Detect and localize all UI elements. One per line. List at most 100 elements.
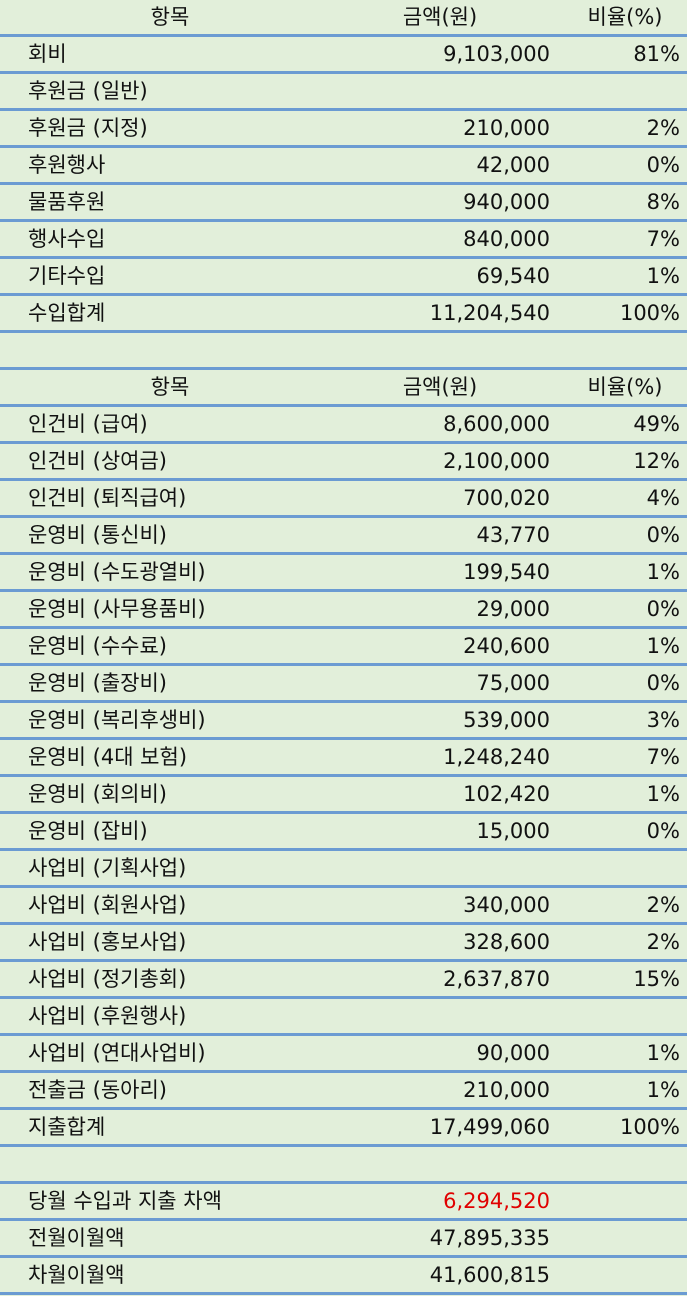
ratio: 1% xyxy=(646,560,680,584)
amount: 41,600,815 xyxy=(429,1263,550,1287)
label: 항목 xyxy=(150,5,190,29)
label: 사업비 (회원사업) xyxy=(28,893,187,917)
amount: 210,000 xyxy=(463,1078,550,1102)
amount: 2,637,870 xyxy=(443,967,550,991)
label: 사업비 (홍보사업) xyxy=(28,930,187,954)
ratio: 7% xyxy=(646,745,680,769)
ratio: 81% xyxy=(633,42,680,66)
amount: 102,420 xyxy=(463,782,550,806)
table-row: 물품후원 940,000 8% xyxy=(0,185,687,222)
label: 당월 수입과 지출 차액 xyxy=(28,1189,222,1213)
table-row: 운영비 (복리후생비) 539,000 3% xyxy=(0,703,687,740)
ratio: 3% xyxy=(646,708,680,732)
table-row: 운영비 (수도광열비) 199,540 1% xyxy=(0,555,687,592)
spacer-row xyxy=(0,1147,687,1184)
table-row: 운영비 (잡비) 15,000 0% xyxy=(0,814,687,851)
label: 인건비 (급여) xyxy=(28,412,148,436)
table-row: 운영비 (사무용품비) 29,000 0% xyxy=(0,592,687,629)
amount: 6,294,520 xyxy=(443,1189,550,1213)
label: 전출금 (동아리) xyxy=(28,1078,167,1102)
ratio: 2% xyxy=(646,930,680,954)
table-row: 후원금 (일반) xyxy=(0,74,687,111)
ratio: 1% xyxy=(646,634,680,658)
summary-section: 당월 수입과 지출 차액 6,294,520 전월이월액 47,895,335 차월이월… xyxy=(0,1184,687,1295)
ratio: 100% xyxy=(619,301,680,325)
table-row: 지출합계 17,499,060 100% xyxy=(0,1110,687,1147)
table-row: 사업비 (정기총회) 2,637,870 15% xyxy=(0,962,687,999)
table-row: 전월이월액 47,895,335 xyxy=(0,1221,687,1258)
table-row: 전출금 (동아리) 210,000 1% xyxy=(0,1073,687,1110)
amount: 840,000 xyxy=(463,227,550,251)
label: 후원금 (지정) xyxy=(28,116,148,140)
label: 인건비 (퇴직급여) xyxy=(28,486,187,510)
label: 사업비 (후원행사) xyxy=(28,1004,187,1028)
table-row: 인건비 (급여) 8,600,000 49% xyxy=(0,407,687,444)
table-row: 인건비 (퇴직급여) 700,020 4% xyxy=(0,481,687,518)
amount: 940,000 xyxy=(463,190,550,214)
table-row: 사업비 (후원행사) xyxy=(0,999,687,1036)
amount: 43,770 xyxy=(476,523,550,547)
ratio: 1% xyxy=(646,264,680,288)
table-row: 사업비 (기획사업) xyxy=(0,851,687,888)
ratio: 100% xyxy=(619,1115,680,1139)
ratio: 2% xyxy=(646,893,680,917)
amount: 1,248,240 xyxy=(443,745,550,769)
ratio: 비율(%) xyxy=(587,375,663,399)
ratio: 7% xyxy=(646,227,680,251)
ratio: 1% xyxy=(646,1041,680,1065)
label: 운영비 (수수료) xyxy=(28,634,167,658)
table-row: 운영비 (회의비) 102,420 1% xyxy=(0,777,687,814)
income-section: 항목 금액(원) 비율(%) 회비 9,103,000 81% 후원금 (일반) 후원금 (지… xyxy=(0,0,687,333)
label: 기타수입 xyxy=(28,264,106,288)
label: 인건비 (상여금) xyxy=(28,449,167,473)
header-row: 항목 금액(원) 비율(%) xyxy=(0,370,687,407)
table-row: 인건비 (상여금) 2,100,000 12% xyxy=(0,444,687,481)
ratio: 0% xyxy=(646,523,680,547)
ratio: 49% xyxy=(633,412,680,436)
table-row: 회비 9,103,000 81% xyxy=(0,37,687,74)
table-row: 운영비 (통신비) 43,770 0% xyxy=(0,518,687,555)
amount: 69,540 xyxy=(476,264,550,288)
amount: 9,103,000 xyxy=(443,42,550,66)
table-row: 행사수입 840,000 7% xyxy=(0,222,687,259)
label: 운영비 (사무용품비) xyxy=(28,597,206,621)
ratio: 15% xyxy=(633,967,680,991)
amount: 199,540 xyxy=(463,560,550,584)
spacer-row xyxy=(0,333,687,370)
label: 운영비 (4대 보험) xyxy=(28,745,188,769)
amount: 금액(원) xyxy=(402,375,478,399)
table-row: 사업비 (연대사업비) 90,000 1% xyxy=(0,1036,687,1073)
amount: 210,000 xyxy=(463,116,550,140)
ratio: 0% xyxy=(646,597,680,621)
amount: 42,000 xyxy=(476,153,550,177)
amount: 328,600 xyxy=(463,930,550,954)
amount: 2,100,000 xyxy=(443,449,550,473)
ratio: 2% xyxy=(646,116,680,140)
amount: 17,499,060 xyxy=(429,1115,550,1139)
table-row: 후원금 (지정) 210,000 2% xyxy=(0,111,687,148)
label: 지출합계 xyxy=(28,1115,106,1139)
table-row: 당월 수입과 지출 차액 6,294,520 xyxy=(0,1184,687,1221)
header-row: 항목 금액(원) 비율(%) xyxy=(0,0,687,37)
table-row: 운영비 (출장비) 75,000 0% xyxy=(0,666,687,703)
label: 후원금 (일반) xyxy=(28,79,148,103)
ratio: 0% xyxy=(646,153,680,177)
label: 사업비 (정기총회) xyxy=(28,967,187,991)
ratio: 비율(%) xyxy=(587,5,663,29)
label: 운영비 (통신비) xyxy=(28,523,167,547)
amount: 금액(원) xyxy=(402,5,478,29)
ratio: 8% xyxy=(646,190,680,214)
label: 운영비 (복리후생비) xyxy=(28,708,206,732)
label: 차월이월액 xyxy=(28,1263,125,1287)
amount: 90,000 xyxy=(476,1041,550,1065)
amount: 700,020 xyxy=(463,486,550,510)
table-row: 기타수입 69,540 1% xyxy=(0,259,687,296)
table-row: 차월이월액 41,600,815 xyxy=(0,1258,687,1295)
label: 운영비 (회의비) xyxy=(28,782,167,806)
table-row: 사업비 (회원사업) 340,000 2% xyxy=(0,888,687,925)
label: 회비 xyxy=(28,42,67,66)
table-row: 운영비 (수수료) 240,600 1% xyxy=(0,629,687,666)
label: 항목 xyxy=(150,375,190,399)
label: 후원행사 xyxy=(28,153,106,177)
